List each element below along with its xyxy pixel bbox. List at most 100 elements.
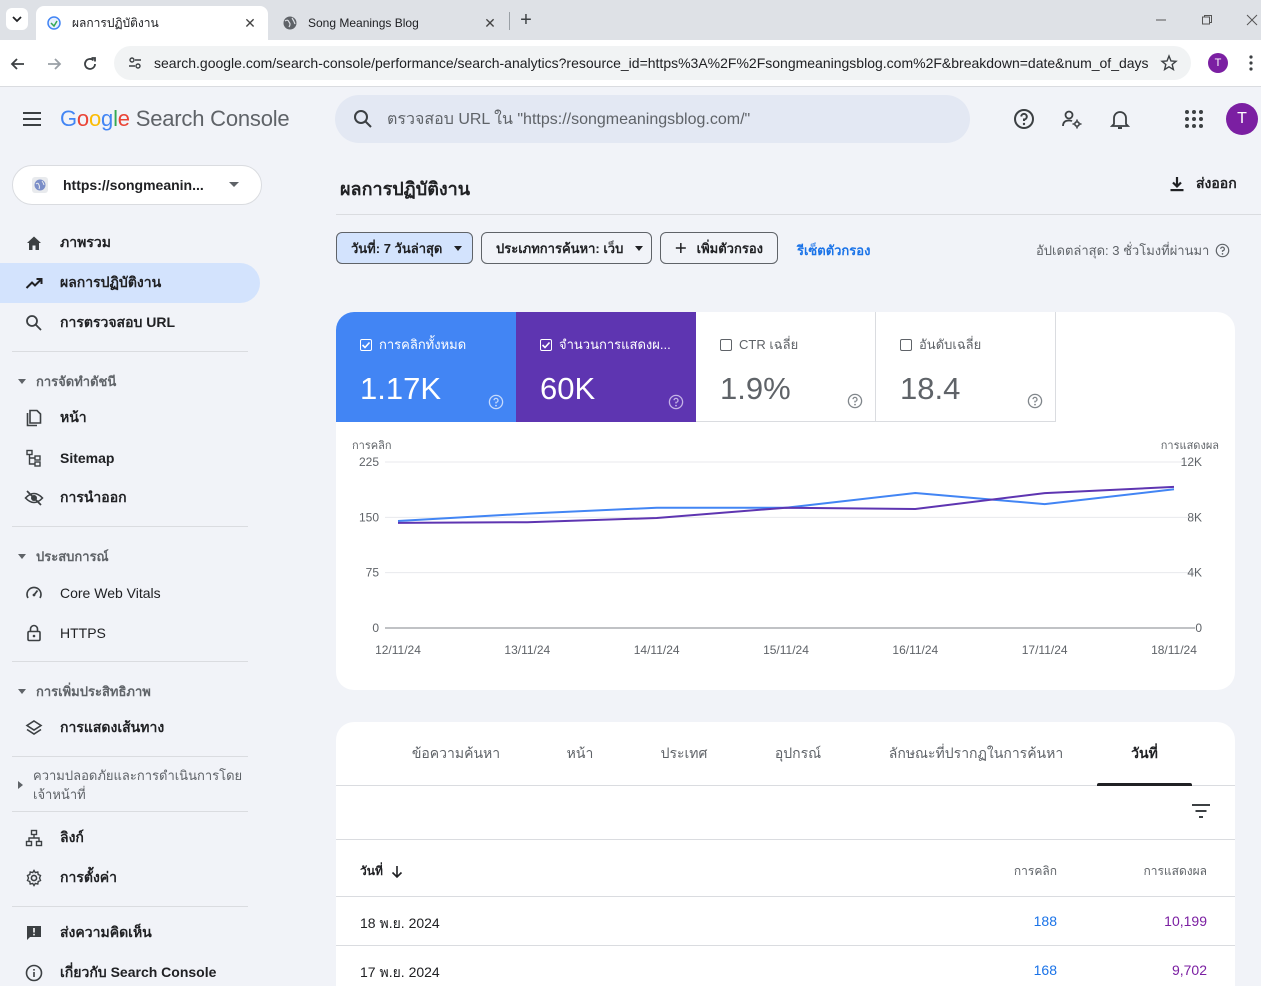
metric-label: CTR เฉลี่ย — [739, 337, 799, 352]
browser-tab-inactive[interactable]: Song Meanings Blog ✕ — [272, 6, 508, 40]
browser-tab-active[interactable]: ผลการปฏิบัติงาน ✕ — [36, 6, 268, 40]
url-text: search.google.com/search-console/perform… — [154, 55, 1148, 71]
help-circle-icon[interactable] — [488, 394, 504, 410]
app-header: Google Search Console ตรวจสอบ URL ใน "ht… — [0, 87, 1261, 151]
y-axis-left-label: การคลิก — [352, 440, 392, 452]
forward-button[interactable] — [40, 50, 68, 78]
metric-value: 60K — [540, 371, 596, 406]
metric-total-impressions[interactable]: จำนวนการแสดงผ... 60K — [516, 312, 696, 422]
tab-search-button[interactable] — [6, 8, 28, 30]
sidebar-item-overview[interactable]: ภาพรวม — [0, 223, 260, 263]
table-row[interactable]: 18 พ.ย. 2024 188 10,199 — [336, 897, 1235, 946]
browser-profile-avatar[interactable]: T — [1208, 53, 1228, 73]
sidebar-divider — [12, 661, 248, 662]
tab-dates[interactable]: วันที่ — [1097, 722, 1192, 786]
url-inspection-search[interactable]: ตรวจสอบ URL ใน "https://songmeaningsblog… — [335, 95, 970, 143]
search-type-filter-chip[interactable]: ประเภทการค้นหา: เว็บ — [481, 232, 652, 264]
checkbox-checked-icon[interactable] — [540, 338, 552, 351]
manage-users-icon[interactable] — [1060, 107, 1084, 131]
sidebar-item-sitemap[interactable]: Sitemap — [0, 438, 260, 478]
minimize-icon[interactable] — [1147, 8, 1175, 32]
apps-grid-icon[interactable] — [1182, 107, 1206, 131]
sidebar-item-performance[interactable]: ผลการปฏิบัติงาน — [0, 263, 260, 303]
metric-average-ctr[interactable]: CTR เฉลี่ย 1.9% — [696, 312, 876, 422]
sidebar-item-https[interactable]: HTTPS — [0, 613, 260, 653]
sidebar-item-core-web-vitals[interactable]: Core Web Vitals — [0, 573, 260, 613]
section-enhancements[interactable]: การเพิ่มประสิทธิภาพ — [18, 681, 151, 702]
y-tick-left: 225 — [359, 455, 379, 469]
window-close-icon[interactable] — [1238, 8, 1261, 32]
address-bar[interactable]: search.google.com/search-console/perform… — [114, 46, 1191, 80]
export-button[interactable]: ส่งออก — [1168, 173, 1237, 195]
date-filter-chip[interactable]: วันที่: 7 วันล่าสุด — [336, 232, 473, 264]
tab-queries[interactable]: ข้อความค้นหา — [411, 745, 501, 761]
column-header-date[interactable]: วันที่ — [360, 862, 403, 881]
search-console-logo[interactable]: Google Search Console — [60, 106, 290, 131]
new-tab-button[interactable]: + — [520, 8, 532, 31]
cell-impressions: 9,702 — [1171, 962, 1207, 978]
column-header-impressions[interactable]: การแสดงผล — [1143, 864, 1207, 878]
close-icon[interactable]: ✕ — [244, 14, 256, 31]
cell-impressions: 10,199 — [1164, 913, 1207, 929]
metric-total-clicks[interactable]: การคลิกทั้งหมด 1.17K — [336, 312, 516, 422]
section-indexing[interactable]: การจัดทำดัชนี — [18, 371, 116, 392]
download-icon — [1170, 177, 1184, 192]
column-header-clicks[interactable]: การคลิก — [1013, 864, 1057, 878]
help-circle-icon[interactable] — [668, 394, 684, 410]
section-experience[interactable]: ประสบการณ์ — [18, 546, 109, 567]
tab-devices[interactable]: อุปกรณ์ — [774, 745, 822, 761]
browser-menu-icon[interactable] — [1244, 52, 1258, 74]
table-filter-row — [336, 787, 1235, 840]
tab-pages[interactable]: หน้า — [566, 745, 594, 761]
sidebar-item-breadcrumbs[interactable]: การแสดงเส้นทาง — [0, 708, 260, 748]
site-info-icon[interactable] — [124, 52, 146, 74]
section-security[interactable]: ความปลอดภัยและการดำเนินการโดยเจ้าหน้าที่ — [18, 766, 248, 804]
sidebar-item-links[interactable]: ลิงก์ — [0, 818, 260, 858]
browser-tab-bar: ผลการปฏิบัติงาน ✕ Song Meanings Blog ✕ + — [0, 0, 1261, 40]
close-icon[interactable]: ✕ — [484, 14, 496, 31]
caret-down-icon — [18, 554, 26, 559]
filter-list-icon[interactable] — [1191, 803, 1211, 819]
sidebar-item-pages[interactable]: หน้า — [0, 398, 260, 438]
reload-button[interactable] — [76, 50, 104, 78]
tab-countries[interactable]: ประเทศ — [660, 745, 708, 761]
help-circle-icon[interactable] — [847, 393, 863, 409]
checkbox-unchecked-icon[interactable] — [900, 338, 912, 351]
checkbox-checked-icon[interactable] — [360, 338, 372, 351]
add-filter-button[interactable]: เพิ่มตัวกรอง — [660, 232, 778, 264]
performance-card: การคลิกทั้งหมด 1.17K จำนวนการแสดงผ... 60… — [336, 312, 1235, 690]
restore-icon[interactable] — [1193, 8, 1221, 32]
back-button[interactable] — [4, 50, 32, 78]
account-avatar[interactable]: T — [1226, 103, 1258, 135]
performance-line-chart[interactable]: การคลิก การแสดงผล 0 0 75 4K 150 8K 225 12K 12/11/2… — [336, 432, 1235, 672]
impressions-series-line — [397, 485, 1175, 524]
bookmark-star-icon[interactable] — [1159, 53, 1179, 73]
reset-filters-link[interactable]: รีเซ็ตตัวกรอง — [797, 243, 871, 258]
cell-date: 18 พ.ย. 2024 — [360, 915, 440, 931]
sidebar-item-removals[interactable]: การนำออก — [0, 478, 260, 518]
sidebar-item-settings[interactable]: การตั้งค่า — [0, 858, 260, 898]
reload-icon — [84, 57, 96, 70]
tab-search-appearance[interactable]: ลักษณะที่ปรากฏในการค้นหา — [888, 745, 1064, 761]
notifications-bell-icon[interactable] — [1108, 107, 1132, 131]
title-divider — [336, 214, 1261, 215]
sidebar-item-about[interactable]: เกี่ยวกับ Search Console — [0, 953, 260, 986]
caret-down-icon — [229, 182, 239, 187]
table-row[interactable]: 17 พ.ย. 2024 168 9,702 — [336, 946, 1235, 986]
help-icon[interactable] — [1012, 107, 1036, 131]
globe-icon — [32, 177, 48, 193]
property-selector[interactable]: https://songmeanin... — [12, 165, 262, 205]
help-circle-icon[interactable] — [1027, 393, 1043, 409]
checkbox-unchecked-icon[interactable] — [720, 338, 732, 351]
main-menu-button[interactable] — [20, 107, 44, 131]
metric-average-position[interactable]: อันดับเฉลี่ย 18.4 — [876, 312, 1056, 422]
y-tick-left: 0 — [372, 621, 379, 635]
arrow-right-icon — [48, 58, 62, 70]
metric-label: การคลิกทั้งหมด — [379, 337, 467, 352]
x-tick-label: 16/11/24 — [892, 643, 938, 657]
layers-icon — [24, 718, 44, 738]
sidebar-item-url-inspection[interactable]: การตรวจสอบ URL — [0, 303, 260, 343]
lock-icon — [24, 623, 44, 643]
help-circle-icon[interactable] — [1215, 243, 1230, 258]
sidebar-item-feedback[interactable]: ส่งความคิดเห็น — [0, 913, 260, 953]
